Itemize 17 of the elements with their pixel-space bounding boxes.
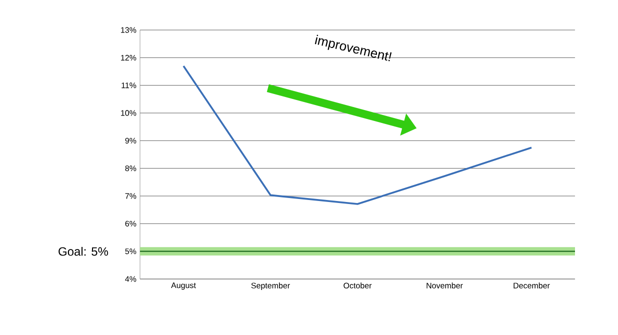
y-tick-label: 13%: [121, 27, 136, 33]
x-tick-label: November: [426, 282, 463, 288]
ref-line-label: Goal: 5%: [58, 246, 108, 256]
y-tick-label: 11%: [122, 82, 136, 88]
x-tick-label: October: [344, 282, 372, 288]
y-tick-label: 7%: [125, 193, 136, 199]
y-tick-label: 6%: [125, 220, 136, 226]
y-tick-label: 12%: [121, 54, 136, 60]
x-tick-label: December: [514, 282, 550, 288]
x-tick-label: September: [251, 282, 290, 290]
y-tick-label: 5%: [125, 248, 136, 254]
y-tick-label: 8%: [125, 166, 136, 172]
line-series: [182, 65, 532, 205]
y-tick-label: 10%: [121, 110, 136, 116]
y-tick-label: 4%: [125, 276, 136, 282]
x-tick-label: August: [171, 282, 196, 290]
y-tick-label: 9%: [125, 138, 136, 144]
